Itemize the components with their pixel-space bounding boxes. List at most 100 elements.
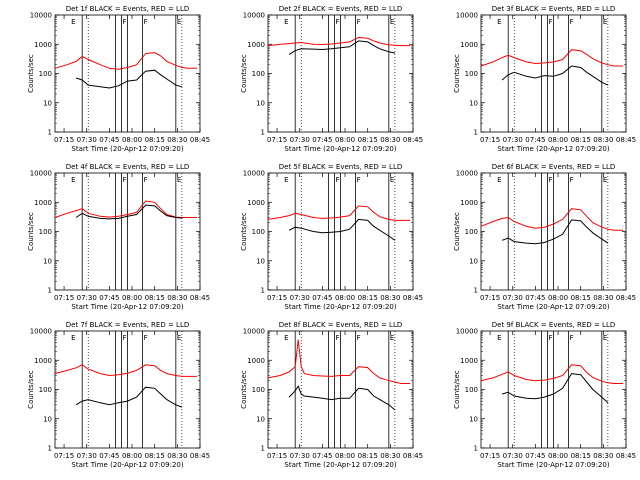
lld-series-line: [267, 339, 410, 384]
y-tick-label: 1: [261, 287, 265, 295]
x-axis-label: Start Time (20-Apr-12 07:09:20): [497, 461, 609, 469]
y-tick-label: 10000: [30, 170, 52, 178]
y-tick-label: 1000: [460, 41, 478, 49]
x-tick-label: 07:30: [503, 294, 523, 302]
x-tick-label: 07:30: [503, 452, 523, 460]
y-tick-label: 1000: [247, 41, 265, 49]
x-tick-label: 07:45: [312, 294, 332, 302]
y-axis-label: Counts/sec: [453, 370, 461, 409]
panel-8: Det 8f BLACK = Events, RED = LLD 1 10 100 10…: [240, 321, 423, 469]
y-tick-label: 10: [256, 415, 265, 423]
x-tick-label: 07:30: [290, 452, 310, 460]
y-tick-label: 1: [48, 445, 52, 453]
lld-series-line: [267, 205, 410, 221]
x-tick-label: 08:15: [358, 452, 378, 460]
x-axis-label: Start Time (20-Apr-12 07:09:20): [71, 145, 183, 153]
panel-title: Det 5f BLACK = Events, RED = LLD: [279, 163, 402, 171]
y-tick-label: 100: [252, 386, 265, 394]
marker-label: E: [603, 176, 607, 184]
panel-9: Det 9f BLACK = Events, RED = LLD 1 10 100 10…: [453, 321, 636, 469]
marker-label: F: [144, 334, 148, 342]
marker-label: F: [570, 334, 574, 342]
y-tick-label: 10: [43, 99, 52, 107]
x-tick-label: 08:45: [616, 294, 636, 302]
x-tick-label: 07:45: [525, 136, 545, 144]
x-tick-label: 07:15: [480, 452, 500, 460]
x-tick-label: 07:15: [267, 294, 287, 302]
x-tick-label: 08:30: [380, 136, 400, 144]
lld-series-line: [54, 364, 197, 377]
marker-label: E: [497, 334, 501, 342]
x-tick-label: 08:15: [145, 452, 165, 460]
y-tick-label: 100: [465, 228, 478, 236]
x-tick-label: 08:15: [571, 294, 591, 302]
y-tick-label: 10: [469, 99, 478, 107]
marker-label: F: [122, 18, 126, 26]
y-axis-label: Counts/sec: [27, 212, 35, 251]
x-tick-label: 08:45: [403, 136, 423, 144]
lld-series-line: [267, 36, 410, 47]
y-axis-label: Counts/sec: [27, 370, 35, 409]
marker-label: E: [71, 334, 75, 342]
y-tick-label: 10000: [456, 328, 478, 336]
events-series-line: [288, 385, 396, 411]
y-tick-label: 100: [465, 386, 478, 394]
y-tick-label: 10: [43, 415, 52, 423]
marker-label: E: [390, 334, 394, 342]
marker-label: F: [144, 18, 148, 26]
x-tick-label: 08:00: [335, 452, 355, 460]
x-tick-label: 08:30: [593, 452, 613, 460]
marker-label: F: [548, 18, 552, 26]
x-tick-label: 07:30: [77, 452, 97, 460]
y-tick-label: 10: [43, 257, 52, 265]
x-tick-label: 08:00: [548, 294, 568, 302]
y-tick-label: 10000: [456, 12, 478, 20]
y-axis-label: Counts/sec: [240, 54, 248, 93]
x-axis-label: Start Time (20-Apr-12 07:09:20): [71, 303, 183, 311]
y-tick-label: 1: [474, 445, 478, 453]
panel-1: Det 1f BLACK = Events, RED = LLD 1 10 100 10…: [27, 5, 210, 153]
marker-label: F: [122, 334, 126, 342]
y-tick-label: 1000: [247, 357, 265, 365]
events-series-line: [501, 373, 609, 404]
x-tick-label: 07:45: [525, 452, 545, 460]
y-tick-label: 10000: [243, 328, 265, 336]
x-tick-label: 07:45: [312, 452, 332, 460]
y-tick-label: 100: [39, 228, 52, 236]
marker-label: E: [390, 18, 394, 26]
x-tick-label: 07:30: [290, 294, 310, 302]
x-tick-label: 08:15: [145, 294, 165, 302]
x-tick-label: 07:15: [480, 136, 500, 144]
x-tick-label: 08:30: [380, 294, 400, 302]
x-tick-label: 08:30: [593, 294, 613, 302]
x-tick-label: 08:00: [122, 294, 142, 302]
y-tick-label: 100: [465, 70, 478, 78]
lld-series-line: [480, 364, 623, 384]
marker-label: F: [570, 176, 574, 184]
x-tick-label: 07:15: [267, 136, 287, 144]
lld-series-line: [480, 208, 623, 231]
lld-series-line: [54, 52, 197, 70]
x-tick-label: 07:30: [290, 136, 310, 144]
x-axis-label: Start Time (20-Apr-12 07:09:20): [284, 145, 396, 153]
x-axis-label: Start Time (20-Apr-12 07:09:20): [497, 303, 609, 311]
y-axis-label: Counts/sec: [453, 212, 461, 251]
x-tick-label: 07:30: [77, 136, 97, 144]
marker-label: F: [357, 176, 361, 184]
y-tick-label: 1000: [247, 199, 265, 207]
x-tick-label: 08:15: [358, 136, 378, 144]
panel-title: Det 1f BLACK = Events, RED = LLD: [66, 5, 189, 13]
marker-label: F: [122, 176, 126, 184]
x-axis-label: Start Time (20-Apr-12 07:09:20): [497, 145, 609, 153]
panel-title: Det 3f BLACK = Events, RED = LLD: [492, 5, 615, 13]
x-axis-label: Start Time (20-Apr-12 07:09:20): [284, 461, 396, 469]
x-tick-label: 07:45: [312, 136, 332, 144]
y-tick-label: 1: [474, 129, 478, 137]
panel-title: Det 2f BLACK = Events, RED = LLD: [279, 5, 402, 13]
panel-6: Det 6f BLACK = Events, RED = LLD 1 10 100 10…: [453, 163, 636, 311]
marker-label: F: [357, 334, 361, 342]
marker-label: E: [390, 176, 394, 184]
x-tick-label: 07:30: [77, 294, 97, 302]
panel-title: Det 6f BLACK = Events, RED = LLD: [492, 163, 615, 171]
